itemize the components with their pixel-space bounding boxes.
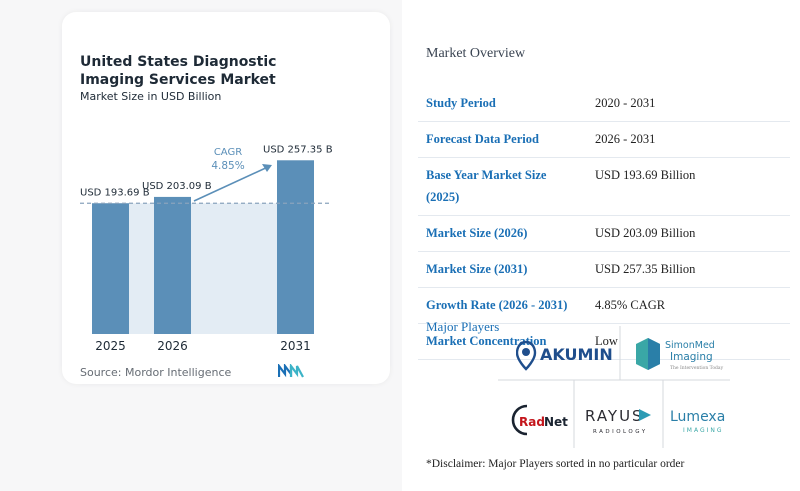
overview-key: Study Period (418, 86, 587, 122)
bar-2025 (92, 203, 129, 334)
mordor-intelligence-logo (278, 364, 304, 378)
svg-text:RAYUS: RAYUS (585, 407, 644, 425)
overview-row: Market Size (2026) USD 203.09 Billion (418, 215, 790, 252)
overview-value: Low (587, 323, 790, 360)
overview-key: Market Concentration (418, 323, 587, 360)
overview-row: Study Period 2020 - 2031 (418, 86, 790, 122)
overview-value: USD 193.69 Billion (587, 157, 790, 216)
svg-text:RADIOLOGY: RADIOLOGY (593, 429, 648, 435)
svg-text:IMAGING: IMAGING (683, 427, 724, 434)
svg-text:Net: Net (544, 415, 568, 429)
akumin-name: AKUMIN (540, 345, 613, 364)
overview-value: USD 203.09 Billion (587, 215, 790, 252)
overview-row: Base Year Market Size (2025) USD 193.69 B… (418, 157, 790, 216)
svg-text:The Intervention Today: The Intervention Today (670, 365, 724, 371)
chart-source: Source: Mordor Intelligence (80, 366, 232, 379)
simonmed-logo: SimonMed Imaging The Intervention Today (633, 334, 733, 379)
overview-value: 2020 - 2031 (587, 86, 790, 122)
players-disclaimer: *Disclaimer: Major Players sorted in no … (426, 458, 685, 470)
chart-subtitle: Market Size in USD Billion (80, 90, 222, 103)
cagr-arrow-line (193, 165, 271, 202)
bar-2031 (277, 160, 314, 334)
overview-key: Growth Rate (2026 - 2031) (418, 287, 587, 324)
chart-title: United States Diagnostic Imaging Service… (80, 54, 277, 88)
svg-text:Lumexa: Lumexa (670, 409, 725, 425)
overview-row: Forecast Data Period 2026 - 2031 (418, 121, 790, 158)
svg-text:Imaging: Imaging (670, 351, 713, 363)
market-overview-title: Market Overview (426, 46, 526, 61)
market-overview-table: Study Period 2020 - 2031 Forecast Data Per… (418, 86, 790, 360)
value-label-2026: USD 203.09 B (142, 181, 212, 192)
overview-key: Market Size (2026) (418, 215, 587, 252)
category-label-2031: 2031 (280, 339, 311, 353)
overview-value: 4.85% CAGR (587, 287, 790, 324)
major-players-title: Major Players (426, 319, 500, 334)
category-label-2025: 2025 (95, 339, 126, 353)
cagr-value: 4.85% (211, 160, 244, 172)
rayus-logo: RAYUS RADIOLOGY (583, 404, 659, 443)
svg-text:SimonMed: SimonMed (665, 340, 715, 351)
overview-value: USD 257.35 Billion (587, 251, 790, 288)
overview-row: Growth Rate (2026 - 2031) 4.85% CAGR (418, 287, 790, 324)
value-label-2031: USD 257.35 B (263, 144, 333, 155)
cagr-label: CAGR (214, 147, 242, 158)
overview-row: Market Concentration Low (418, 323, 790, 360)
value-label-2025: USD 193.69 B (80, 187, 150, 198)
category-label-2026: 2026 (157, 339, 188, 353)
overview-value: 2026 - 2031 (587, 121, 790, 158)
svg-text:Rad: Rad (519, 415, 545, 429)
radnet-logo: Rad Net (511, 402, 573, 443)
akumin-logo: AKUMIN (515, 338, 616, 377)
lumexa-logo: Lumexa IMAGING (670, 406, 734, 441)
overview-key: Forecast Data Period (418, 121, 587, 158)
overview-key: Market Size (2031) (418, 251, 587, 288)
overview-row: Market Size (2031) USD 257.35 Billion (418, 251, 790, 288)
cagr-arrow-head (262, 164, 272, 172)
overview-key: Base Year Market Size (2025) (418, 157, 587, 216)
bar-2026 (154, 196, 191, 334)
